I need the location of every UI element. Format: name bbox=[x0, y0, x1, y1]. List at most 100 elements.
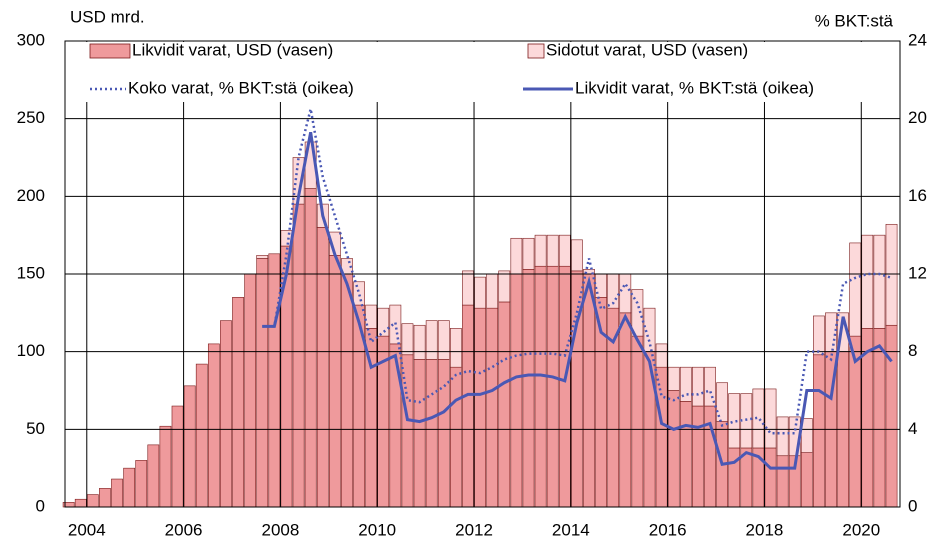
legend-box bbox=[66, 42, 899, 102]
bar bbox=[534, 234, 547, 267]
bar bbox=[99, 488, 111, 508]
bar bbox=[546, 234, 559, 267]
y2-tick-label: 12 bbox=[908, 263, 927, 282]
bar bbox=[462, 304, 474, 508]
bar bbox=[498, 301, 511, 508]
x-tick-label: 2016 bbox=[649, 520, 687, 539]
bar bbox=[885, 223, 898, 326]
y2-tick-label: 24 bbox=[908, 30, 927, 49]
bar bbox=[813, 315, 825, 356]
legend-label: Likvidit varat, USD (vasen) bbox=[132, 40, 333, 59]
bar bbox=[377, 307, 390, 337]
bar bbox=[328, 255, 341, 508]
bar bbox=[861, 234, 874, 329]
x-tick-label: 2008 bbox=[261, 520, 299, 539]
bar bbox=[195, 363, 208, 508]
bar bbox=[667, 390, 680, 508]
plot-frame bbox=[64, 40, 901, 508]
bar bbox=[220, 320, 232, 508]
bar bbox=[825, 312, 837, 352]
bar bbox=[341, 273, 353, 508]
x-tick-label: 2006 bbox=[165, 520, 203, 539]
bar bbox=[692, 366, 704, 407]
y2-axis-label: % BKT:stä bbox=[815, 11, 894, 30]
bar bbox=[486, 307, 499, 508]
bar bbox=[752, 388, 765, 449]
bar bbox=[232, 296, 244, 508]
legend-label: Koko varat, % BKT:stä (oikea) bbox=[128, 78, 354, 97]
legend-label: Sidotut varat, USD (vasen) bbox=[546, 40, 748, 59]
bar bbox=[619, 312, 632, 508]
bar bbox=[498, 270, 511, 303]
legend-swatch bbox=[89, 43, 131, 59]
bar bbox=[425, 359, 438, 508]
bar bbox=[667, 366, 680, 391]
bar bbox=[704, 366, 716, 407]
bar bbox=[776, 416, 789, 457]
y2-tick-label: 16 bbox=[908, 186, 927, 205]
bar bbox=[74, 498, 87, 508]
bar bbox=[655, 343, 668, 368]
x-tick-label: 2020 bbox=[842, 520, 880, 539]
bar bbox=[728, 393, 741, 449]
bar bbox=[716, 382, 728, 422]
y-tick-label: 150 bbox=[17, 263, 45, 282]
x-tick-label: 2004 bbox=[68, 520, 106, 539]
bar bbox=[474, 307, 486, 508]
bar bbox=[813, 354, 825, 508]
bar bbox=[728, 447, 741, 508]
y-tick-label: 50 bbox=[26, 419, 45, 438]
bar bbox=[679, 366, 692, 402]
bar bbox=[474, 276, 486, 309]
bar bbox=[450, 366, 462, 508]
bar bbox=[510, 273, 523, 508]
bar bbox=[764, 447, 777, 508]
legend-label: Likvidit varat, % BKT:stä (oikea) bbox=[575, 78, 814, 97]
y2-tick-label: 8 bbox=[908, 341, 917, 360]
y-tick-label: 200 bbox=[17, 186, 45, 205]
bar bbox=[462, 270, 474, 306]
bar bbox=[534, 265, 547, 508]
bar bbox=[873, 234, 886, 329]
bar bbox=[655, 366, 668, 508]
bar bbox=[207, 343, 220, 508]
bar bbox=[764, 388, 777, 449]
bar bbox=[558, 265, 571, 508]
bar bbox=[558, 234, 571, 267]
x-tick-label: 2014 bbox=[552, 520, 590, 539]
bar bbox=[244, 273, 257, 508]
y-tick-label: 250 bbox=[17, 108, 45, 127]
y-axis-label: USD mrd. bbox=[70, 7, 145, 26]
bar bbox=[437, 320, 450, 360]
bar bbox=[183, 385, 196, 508]
x-tick-label: 2018 bbox=[746, 520, 784, 539]
y-tick-label: 100 bbox=[17, 341, 45, 360]
y2-tick-label: 20 bbox=[908, 108, 927, 127]
bar bbox=[776, 455, 789, 508]
x-tick-label: 2010 bbox=[358, 520, 396, 539]
legend-swatch bbox=[527, 43, 545, 59]
bar bbox=[546, 265, 559, 508]
bar bbox=[159, 425, 172, 508]
bar bbox=[619, 273, 632, 314]
bar bbox=[583, 273, 595, 508]
line bbox=[262, 131, 893, 470]
bar bbox=[522, 237, 535, 270]
y-tick-label: 300 bbox=[17, 30, 45, 49]
bar bbox=[631, 289, 644, 337]
bar bbox=[171, 405, 184, 508]
bar bbox=[316, 227, 329, 508]
bar bbox=[631, 335, 644, 508]
bar bbox=[401, 323, 414, 356]
bar bbox=[292, 203, 305, 508]
bar bbox=[413, 359, 426, 508]
y2-tick-label: 0 bbox=[908, 496, 917, 515]
bar bbox=[692, 405, 704, 508]
bar bbox=[123, 467, 136, 508]
bar bbox=[571, 239, 583, 272]
bar bbox=[510, 237, 523, 275]
bar bbox=[885, 324, 898, 508]
bar bbox=[704, 405, 716, 508]
bar bbox=[873, 328, 886, 508]
